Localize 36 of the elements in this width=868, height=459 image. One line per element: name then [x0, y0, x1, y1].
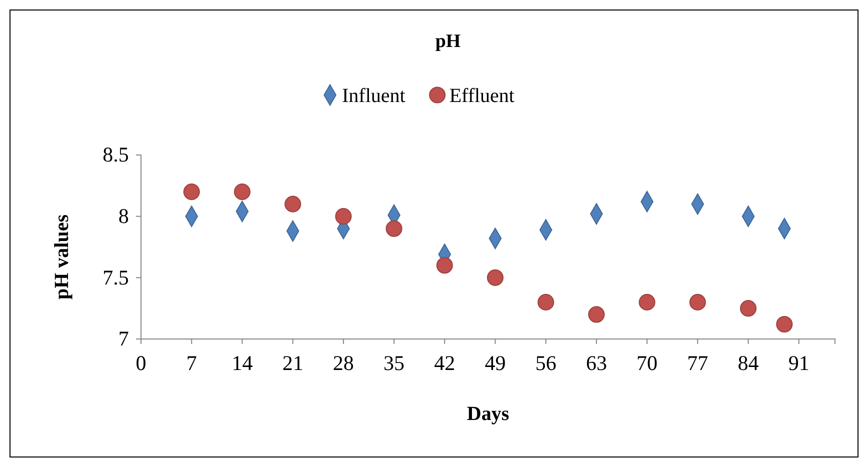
point — [284, 196, 302, 212]
point — [689, 294, 706, 310]
point — [776, 316, 793, 333]
legend-label: Influent — [342, 85, 406, 107]
y-tick-label: 8.5 — [102, 142, 129, 167]
x-axis-title: Days — [466, 403, 510, 425]
point — [234, 184, 250, 200]
y-tick-label: 8 — [118, 204, 129, 228]
point — [386, 220, 402, 237]
x-tick-label: 63 — [586, 351, 607, 376]
point — [335, 208, 352, 225]
point — [588, 306, 605, 323]
x-tick-label: 0 — [136, 351, 146, 376]
x-tick-label: 28 — [332, 351, 354, 376]
x-tick-label: 21 — [282, 351, 304, 376]
point — [183, 184, 200, 200]
x-tick-label: 7 — [186, 351, 197, 376]
x-tick-label: 35 — [384, 351, 405, 376]
x-tick-label: 84 — [738, 351, 760, 376]
x-tick-label: 49 — [484, 351, 506, 376]
legend-label: Effluent — [449, 85, 515, 107]
x-tick-label: 91 — [788, 351, 810, 376]
point — [638, 294, 656, 310]
x-tick-label: 77 — [687, 351, 708, 376]
point — [436, 257, 453, 274]
point — [486, 269, 504, 286]
y-tick-label: 7 — [118, 326, 129, 351]
x-tick-label: 42 — [434, 351, 456, 376]
x-tick-label: 56 — [535, 351, 556, 376]
y-axis-title: pH values — [51, 214, 73, 300]
y-tick-label: 7.5 — [102, 265, 129, 290]
point — [538, 294, 554, 310]
point — [740, 300, 757, 317]
chart-title: pH — [435, 31, 461, 52]
x-tick-label: 14 — [232, 351, 254, 376]
x-tick-label: 70 — [636, 351, 658, 376]
